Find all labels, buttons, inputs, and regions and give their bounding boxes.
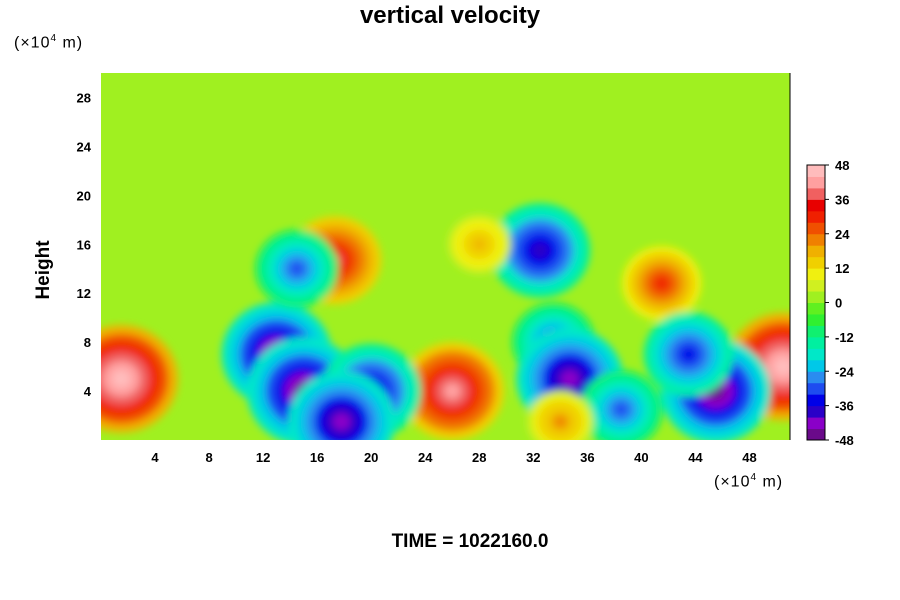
colorbar-swatch: [807, 348, 825, 361]
colorbar-tick-label: 0: [835, 296, 842, 311]
velocity-field: [101, 73, 790, 440]
colorbar-tick-label: -36: [835, 399, 854, 414]
colorbar-swatch: [807, 222, 825, 235]
colorbar-swatch: [807, 371, 825, 384]
x-tick-label: 24: [418, 450, 433, 465]
velocity-cell-17: [447, 214, 511, 274]
velocity-cell-16: [527, 390, 594, 440]
y-unit-label: (×104 m): [14, 33, 84, 52]
colorbar-swatch: [807, 382, 825, 395]
velocity-cell-9: [255, 229, 339, 308]
colorbar-swatch: [807, 199, 825, 212]
chart-title: vertical velocity: [359, 2, 541, 29]
velocity-cell-4: [621, 245, 702, 321]
velocity-cell-10: [490, 203, 591, 298]
colorbar-swatch: [807, 302, 825, 315]
time-label: TIME = 1022160.0: [391, 531, 549, 552]
x-tick-label: 32: [526, 450, 540, 465]
colorbar-swatch: [807, 405, 825, 418]
colorbar-tick-label: -24: [835, 364, 855, 379]
y-tick-label: 24: [77, 139, 92, 154]
y-tick-label: 16: [77, 237, 91, 252]
colorbar-swatch: [807, 165, 825, 177]
colorbar-swatch: [807, 394, 825, 407]
x-tick-label: 12: [256, 450, 270, 465]
x-tick-label: 36: [580, 450, 594, 465]
colorbar-swatch: [807, 291, 825, 303]
colorbar-swatch: [807, 245, 825, 258]
y-tick-label: 12: [77, 286, 91, 301]
colorbar-tick-label: 36: [835, 192, 849, 207]
colorbar-tick-label: -48: [835, 433, 854, 448]
x-tick-label: 4: [151, 450, 159, 465]
colorbar-swatch: [807, 325, 825, 338]
field-features: [101, 203, 790, 440]
time-value: 1022160.0: [458, 531, 549, 552]
x-tick-label: 44: [688, 450, 703, 465]
x-tick-label: 20: [364, 450, 378, 465]
x-tick-label: 40: [634, 450, 648, 465]
colorbar: 48 36 24 12 0 -12 -24 -36 -48: [806, 158, 855, 448]
colorbar-swatch: [807, 187, 825, 200]
x-tick-label: 16: [310, 450, 324, 465]
colorbar-swatch: [807, 313, 825, 326]
colorbar-tick-label: 12: [835, 261, 849, 276]
y-tick-label: 20: [77, 188, 91, 203]
colorbar-swatch: [807, 359, 825, 372]
colorbar-tick-label: 24: [835, 227, 850, 242]
colorbar-tick-label: 48: [835, 158, 849, 173]
x-unit-label: (×104 m): [714, 472, 784, 491]
y-tick-label: 4: [84, 384, 92, 399]
colorbar-swatch: [807, 279, 825, 292]
colorbar-swatch: [807, 256, 825, 269]
velocity-cell-14: [643, 311, 734, 397]
colorbar-swatch: [807, 428, 825, 441]
colorbar-swatch: [807, 233, 825, 246]
velocity-cell-15: [579, 370, 663, 440]
velocity-cell-2: [400, 342, 504, 440]
y-tick-label: 28: [77, 90, 91, 105]
colorbar-tick-label: -12: [835, 330, 854, 345]
colorbar-swatch: [807, 417, 825, 430]
colorbar-swatch: [807, 210, 825, 223]
velocity-cell-8: [288, 371, 395, 440]
colorbar-swatch: [807, 268, 825, 281]
x-tick-label: 8: [205, 450, 212, 465]
colorbar-swatch: [807, 176, 825, 189]
velocity-cell-0: [101, 325, 178, 433]
x-tick-label: 48: [742, 450, 756, 465]
colorbar-swatch: [807, 336, 825, 349]
y-tick-label: 8: [84, 335, 91, 350]
x-tick-label: 28: [472, 450, 486, 465]
